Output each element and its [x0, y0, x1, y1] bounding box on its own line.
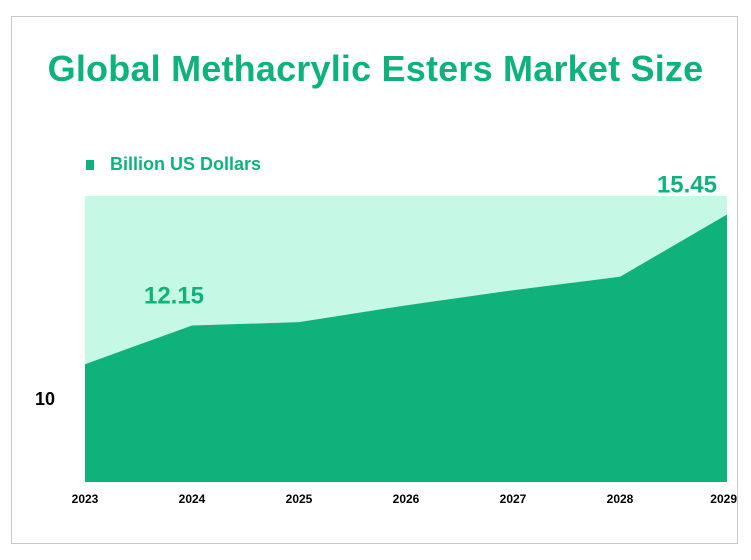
data-label-2024: 12.15	[144, 283, 204, 310]
x-axis-labels-group: 2023 2024 2025 2026 2027 2028 2029	[72, 492, 738, 506]
legend: Billion US Dollars	[86, 154, 261, 175]
area-series-billion-us-dollars	[85, 214, 727, 482]
y-tick-label: 10	[35, 389, 55, 409]
x-tick-label-2024: 2024	[179, 492, 206, 506]
y-axis-labels-group: 10	[35, 389, 55, 409]
area-series-group	[85, 214, 727, 482]
x-tick-label-2023: 2023	[72, 492, 99, 506]
x-tick-label-2026: 2026	[393, 492, 420, 506]
legend-label: Billion US Dollars	[110, 154, 262, 174]
legend-swatch	[86, 159, 94, 170]
x-tick-label-2025: 2025	[286, 492, 313, 506]
x-tick-label-2028: 2028	[607, 492, 634, 506]
data-labels-group: 12.15 15.45	[144, 172, 717, 310]
chart-title: Global Methacrylic Esters Market Size	[47, 48, 704, 89]
x-tick-label-2029: 2029	[710, 492, 737, 506]
x-tick-label-2027: 2027	[500, 492, 527, 506]
data-label-2029: 15.45	[657, 172, 717, 199]
